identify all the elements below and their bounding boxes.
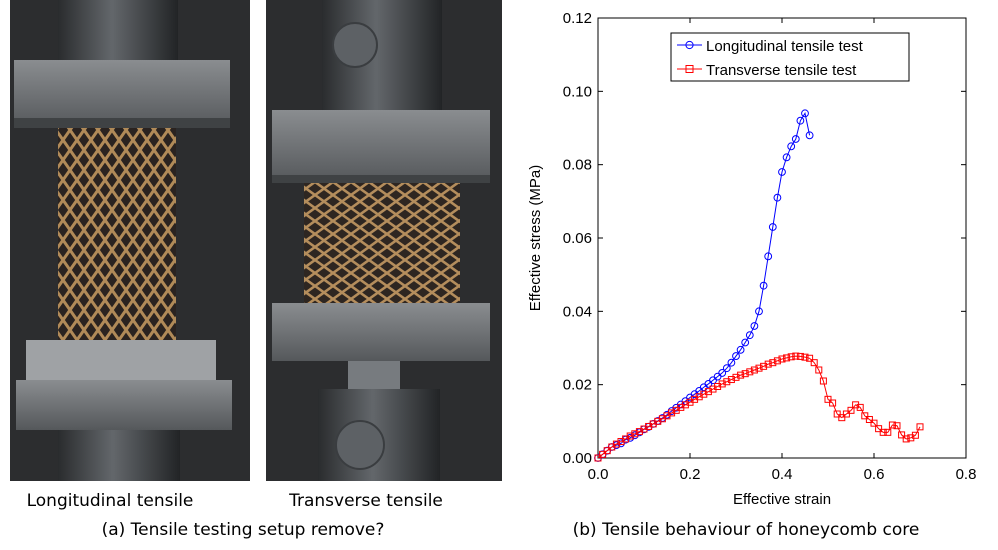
- data-point-longitudinal: [787, 142, 796, 151]
- data-point-transverse: [861, 412, 869, 420]
- data-point-transverse: [879, 428, 887, 436]
- data-point-transverse: [787, 353, 795, 361]
- x-axis-label: Effective strain: [733, 491, 831, 508]
- data-point-transverse: [810, 359, 818, 367]
- x-tick-label: 0.6: [864, 466, 885, 483]
- x-tick-label: 0.2: [680, 466, 701, 483]
- y-axis-label: Effective stress (MPa): [527, 165, 544, 311]
- data-point-transverse: [764, 360, 772, 368]
- data-point-transverse: [778, 355, 786, 363]
- x-tick-label: 0.8: [956, 466, 977, 483]
- data-point-transverse: [893, 422, 901, 430]
- data-point-transverse: [833, 410, 841, 418]
- data-point-longitudinal: [722, 364, 731, 373]
- data-point-transverse: [599, 450, 607, 458]
- data-point-longitudinal: [764, 252, 773, 261]
- data-point-transverse: [819, 377, 827, 385]
- photo-caption: (a) Tensile testing setup remove?: [102, 520, 385, 540]
- data-point-transverse: [838, 414, 846, 422]
- plot-frame: [597, 17, 967, 459]
- stress-strain-chart: 0.0 0.2 0.4 0.6 0.8 0.00 0.02 0.04 0.06 0.08 0.10 0…: [527, 10, 976, 508]
- legend: Longitudinal tensile test Transverse ten…: [670, 32, 910, 82]
- data-point-transverse: [755, 364, 763, 372]
- legend-label-longitudinal: Longitudinal tensile test: [706, 38, 864, 55]
- longitudinal-tensile-photo: [10, 0, 250, 481]
- data-point-longitudinal: [805, 131, 814, 140]
- data-point-transverse: [829, 399, 837, 407]
- data-point-longitudinal: [741, 338, 750, 347]
- data-point-transverse: [626, 432, 634, 440]
- data-point-transverse: [847, 406, 855, 414]
- y-tick-label: 0.00: [563, 450, 592, 467]
- y-tick-label: 0.04: [563, 303, 592, 320]
- transverse-tensile-photo: [266, 0, 502, 481]
- data-point-transverse: [760, 362, 768, 370]
- data-point-longitudinal: [732, 352, 740, 360]
- data-point-transverse: [737, 371, 745, 379]
- data-point-transverse: [718, 380, 726, 388]
- y-tick-label: 0.06: [563, 230, 592, 247]
- data-point-transverse: [727, 376, 735, 384]
- data-point-transverse: [801, 353, 809, 361]
- legend-marker-transverse: [685, 65, 694, 73]
- data-point-transverse: [842, 410, 850, 418]
- data-point-longitudinal: [755, 307, 763, 316]
- data-point-transverse: [856, 403, 864, 411]
- data-point-transverse: [898, 431, 906, 439]
- data-point-transverse: [815, 366, 823, 374]
- data-point-transverse: [769, 359, 777, 367]
- data-point-longitudinal: [791, 135, 800, 143]
- legend-label-transverse: Transverse tensile test: [706, 62, 857, 79]
- data-point-transverse: [746, 368, 754, 376]
- data-point-longitudinal: [768, 223, 777, 231]
- data-point-transverse: [888, 421, 896, 429]
- data-point-longitudinal: [736, 345, 745, 354]
- longitudinal-photo-label: Longitudinal tensile: [27, 491, 194, 511]
- transverse-photo-label: Transverse tensile: [288, 491, 443, 511]
- data-point-transverse: [723, 378, 731, 386]
- y-tick-label: 0.12: [563, 10, 592, 27]
- y-tick-label: 0.10: [563, 83, 592, 100]
- data-point-transverse: [741, 370, 749, 378]
- data-point-transverse: [732, 373, 740, 381]
- data-point-transverse: [792, 352, 800, 360]
- data-point-longitudinal: [773, 193, 782, 202]
- data-point-transverse: [796, 352, 804, 360]
- data-point-transverse: [603, 447, 611, 455]
- data-point-longitudinal: [778, 168, 786, 176]
- data-point-transverse: [773, 357, 781, 365]
- data-point-transverse: [824, 395, 832, 403]
- data-point-transverse: [806, 354, 814, 362]
- x-tick-label: 0.4: [772, 466, 793, 483]
- data-point-transverse: [875, 425, 883, 433]
- data-point-transverse: [870, 419, 878, 427]
- y-tick-label: 0.08: [563, 157, 592, 174]
- data-point-transverse: [594, 454, 602, 462]
- data-point-longitudinal: [727, 358, 736, 367]
- data-point-longitudinal: [718, 369, 727, 377]
- chart-caption: (b) Tensile behaviour of honeycomb core: [573, 520, 920, 540]
- data-point-transverse: [884, 428, 892, 436]
- data-point-longitudinal: [750, 322, 759, 330]
- data-point-longitudinal: [782, 153, 791, 162]
- data-point-transverse: [865, 416, 873, 423]
- x-tick-label: 0.0: [588, 466, 609, 483]
- data-point-transverse: [750, 366, 758, 374]
- data-point-longitudinal: [759, 281, 768, 290]
- data-point-transverse: [911, 431, 919, 439]
- data-point-transverse: [916, 423, 924, 431]
- data-point-transverse: [783, 354, 791, 362]
- data-point-longitudinal: [796, 116, 805, 125]
- data-point-transverse: [631, 430, 639, 438]
- legend-marker-longitudinal: [685, 40, 694, 50]
- y-tick-label: 0.02: [563, 377, 592, 394]
- data-point-longitudinal: [801, 109, 809, 118]
- data-point-transverse: [902, 435, 910, 443]
- data-point-longitudinal: [745, 331, 754, 340]
